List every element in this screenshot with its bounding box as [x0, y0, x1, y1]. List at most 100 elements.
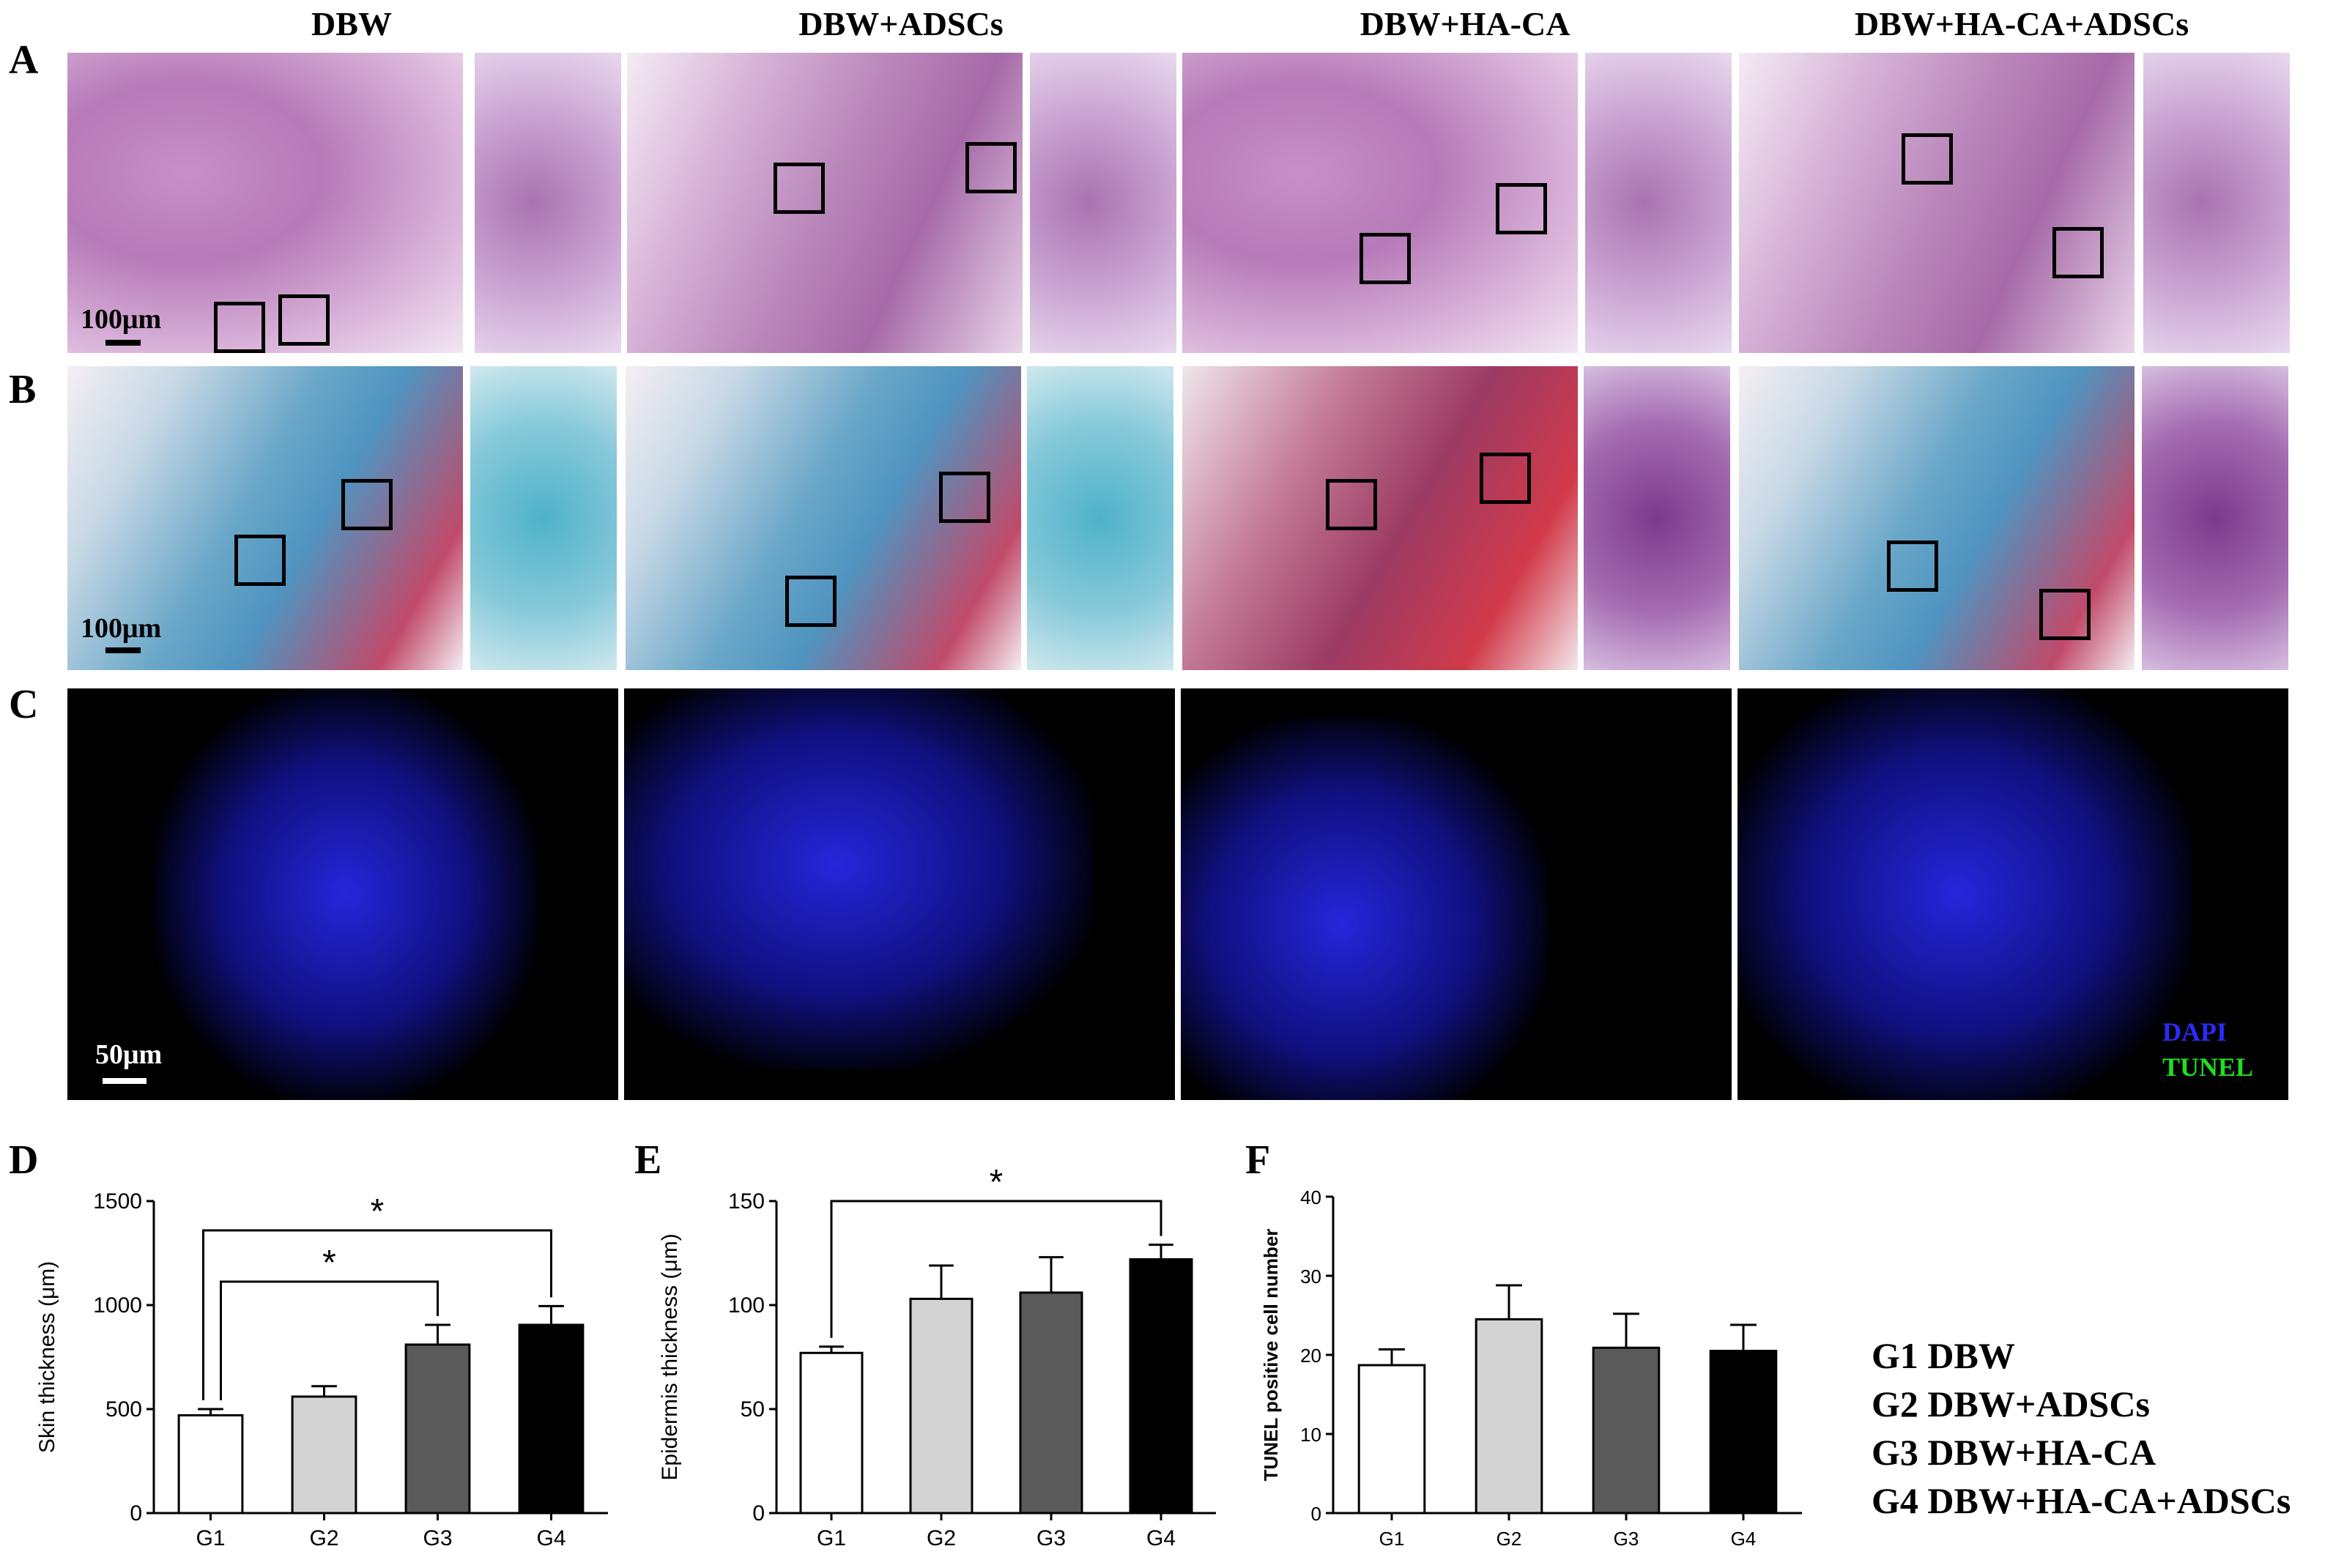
row-letter-a: A — [9, 37, 39, 83]
roi-box — [2052, 227, 2104, 278]
bar-g1 — [799, 1351, 864, 1515]
roi-box — [1480, 453, 1531, 504]
panel-letter-e: E — [634, 1137, 662, 1183]
he-image-dbw-adscs — [627, 53, 1023, 353]
x-tick-label: G1 — [1379, 1528, 1405, 1550]
bar-g2 — [291, 1395, 357, 1515]
column-title-dbw-haca: DBW+HA-CA — [1360, 5, 1570, 42]
x-tick-label: G1 — [817, 1526, 846, 1550]
row-letter-c: C — [9, 682, 39, 727]
x-tick-label: G3 — [1036, 1526, 1066, 1550]
bar-g2 — [1475, 1318, 1543, 1515]
y-axis-label: Skin thickness (μm) — [35, 1261, 59, 1453]
y-tick-label: 0 — [752, 1501, 765, 1526]
dapi-label: DAPI — [2162, 1017, 2227, 1047]
bar-g4 — [1709, 1350, 1778, 1515]
bar-g2 — [909, 1297, 973, 1515]
roi-box — [278, 294, 330, 346]
x-tick-label: G2 — [309, 1526, 338, 1550]
y-tick-label: 40 — [1300, 1186, 1321, 1208]
legend-item-g1: G1 DBW — [1872, 1335, 2015, 1376]
mt-image-dbw-haca — [1182, 366, 1578, 670]
bar-g4 — [518, 1323, 585, 1515]
roi-box — [1360, 233, 1411, 284]
roi-box — [1902, 133, 1953, 185]
column-title-dbw-haca-adscs: DBW+HA-CA+ADSCs — [1854, 5, 2189, 42]
x-tick-label: G4 — [1731, 1528, 1757, 1550]
x-tick-label: G3 — [1614, 1528, 1639, 1550]
tunel-label: TUNEL — [2162, 1052, 2254, 1082]
y-tick-label: 1000 — [93, 1293, 142, 1318]
y-tick-label: 50 — [741, 1397, 765, 1422]
panel-letter-f: F — [1245, 1137, 1271, 1183]
y-tick-label: 150 — [728, 1189, 765, 1214]
bar-g1 — [1357, 1364, 1426, 1515]
scale-bar-label-b: 100μm — [81, 613, 162, 644]
roi-box — [234, 535, 286, 586]
scale-bar-a — [105, 340, 141, 346]
column-title-dbw: DBW — [311, 5, 392, 42]
chart-epidermis-thickness: 0 50 100 150 Epidermis thickness (μm) G1 G2 G3 G… — [658, 1163, 1216, 1550]
column-title-dbw-adscs: DBW+ADSCs — [798, 5, 1004, 42]
scale-bar-label-c: 50μm — [95, 1039, 163, 1070]
x-tick-label: G2 — [1496, 1528, 1522, 1550]
legend-item-g4: G4 DBW+HA-CA+ADSCs — [1872, 1480, 2291, 1521]
x-tick-label: G3 — [423, 1526, 452, 1550]
roi-box — [785, 576, 837, 627]
panel-letter-d: D — [9, 1137, 39, 1183]
scale-bar-label-a: 100μm — [81, 304, 162, 335]
he-inset-dbw-adscs — [1030, 53, 1176, 353]
significance-star: * — [322, 1244, 336, 1282]
roi-box — [1887, 540, 1938, 592]
roi-box — [1326, 479, 1377, 530]
y-tick-label: 0 — [1311, 1503, 1321, 1525]
y-tick-label: 10 — [1300, 1424, 1321, 1446]
significance-bracket — [202, 1229, 552, 1400]
he-image-dbw-haca — [1182, 53, 1578, 353]
y-tick-label: 100 — [728, 1293, 765, 1318]
bar-g1 — [177, 1414, 244, 1515]
bar-g4 — [1129, 1258, 1193, 1515]
mt-image-dbw-haca-adscs — [1739, 366, 2135, 670]
he-inset-dbw-haca-adscs — [2143, 53, 2290, 353]
x-tick-label: G4 — [1146, 1526, 1176, 1550]
significance-bracket — [220, 1280, 439, 1400]
bar-g3 — [404, 1343, 471, 1515]
y-tick-label: 30 — [1300, 1266, 1321, 1288]
chart-tunel-positive: 0 10 20 30 40 TUNEL positive cell number G1 G2 G… — [1260, 1186, 1802, 1550]
significance-star: * — [990, 1163, 1004, 1202]
he-image-dbw-haca-adscs — [1739, 53, 2135, 353]
tunel-image-dbw-adscs — [624, 688, 1175, 1100]
roi-box — [2039, 589, 2091, 640]
mt-inset-dbw-haca-adscs — [2142, 366, 2288, 670]
mt-inset-dbw-haca — [1584, 366, 1730, 670]
y-axis-label: Epidermis thickness (μm) — [658, 1233, 682, 1480]
roi-box — [774, 163, 825, 214]
tunel-image-dbw-haca-adscs — [1737, 688, 2288, 1100]
roi-box — [341, 479, 393, 530]
he-inset-dbw — [475, 53, 621, 353]
row-letter-b: B — [9, 367, 37, 412]
significance-star: * — [371, 1192, 385, 1231]
y-axis-label: TUNEL positive cell number — [1260, 1229, 1282, 1482]
x-tick-label: G4 — [536, 1526, 565, 1550]
he-inset-dbw-haca — [1585, 53, 1732, 353]
legend-item-g3: G3 DBW+HA-CA — [1872, 1432, 2156, 1473]
tunel-image-dbw — [67, 688, 618, 1100]
chart-skin-thickness: 0 500 1000 1500 Skin thickness (μm) G1 G2 G3 G4 *… — [35, 1189, 608, 1550]
significance-bracket — [830, 1200, 1162, 1338]
bar-g3 — [1019, 1291, 1083, 1515]
mt-inset-dbw-adscs — [1027, 366, 1173, 670]
tunel-image-dbw-haca — [1181, 688, 1732, 1100]
roi-box — [214, 302, 265, 353]
scale-bar-b — [105, 647, 141, 653]
y-tick-label: 500 — [105, 1397, 142, 1422]
mt-inset-dbw — [470, 366, 617, 670]
bar-g3 — [1592, 1346, 1661, 1515]
mt-image-dbw-adscs — [626, 366, 1021, 670]
y-tick-label: 0 — [130, 1501, 142, 1526]
he-image-dbw — [67, 53, 463, 353]
roi-box — [1496, 183, 1547, 234]
mt-image-dbw — [67, 366, 463, 670]
roi-box — [965, 142, 1017, 193]
